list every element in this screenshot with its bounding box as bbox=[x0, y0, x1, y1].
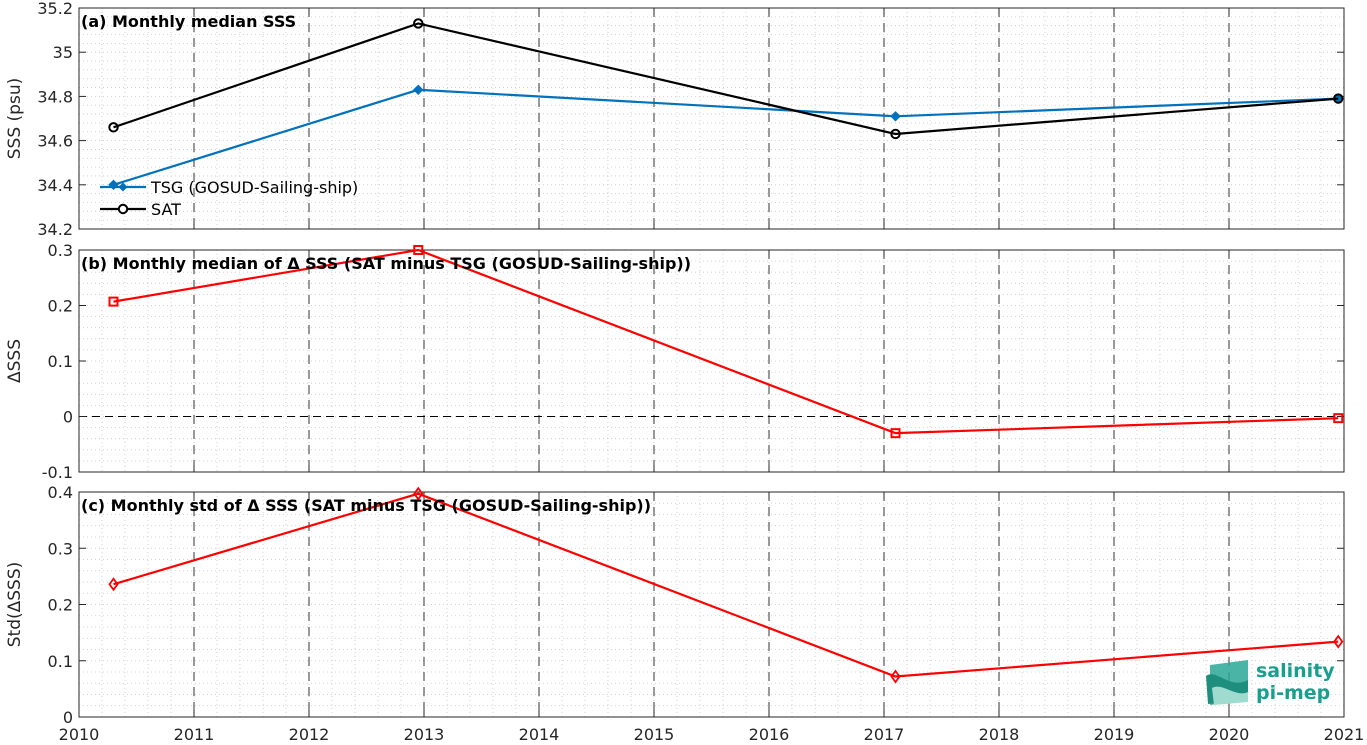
y-tick-label: 0.2 bbox=[48, 297, 73, 316]
panel-title: (b) Monthly median of Δ SSS (SAT minus T… bbox=[81, 254, 691, 273]
x-tick-label: 2014 bbox=[519, 725, 560, 744]
data-point bbox=[413, 245, 424, 255]
legend-marker-tsg bbox=[118, 182, 128, 192]
y-tick-label: 35.2 bbox=[37, 0, 73, 18]
y-tick-label: 0.3 bbox=[48, 241, 73, 260]
x-tick-label: 2020 bbox=[1209, 725, 1250, 744]
legend-label-sat: SAT bbox=[151, 200, 181, 219]
y-tick-label: 0 bbox=[63, 708, 73, 727]
data-point bbox=[413, 18, 424, 29]
data-point bbox=[890, 128, 901, 140]
x-tick-label: 2010 bbox=[59, 725, 100, 744]
legend-label-tsg: TSG (GOSUD-Sailing-ship) bbox=[150, 178, 358, 197]
y-tick-label: 0.1 bbox=[48, 652, 73, 671]
x-tick-label: 2015 bbox=[634, 725, 675, 744]
data-point bbox=[108, 577, 119, 592]
data-point bbox=[1333, 413, 1344, 424]
legend: TSG (GOSUD-Sailing-ship) SAT bbox=[100, 178, 358, 219]
y-tick-label: 34.6 bbox=[37, 132, 73, 151]
y-tick-label: 34.4 bbox=[37, 176, 73, 195]
data-point bbox=[890, 111, 901, 122]
minor-grid bbox=[78, 491, 1345, 718]
y-tick-label: 0.1 bbox=[48, 352, 73, 371]
x-tick-label: 2016 bbox=[749, 725, 790, 744]
logo-text-pimep: pi-mep bbox=[1256, 682, 1330, 704]
y-tick-label: 35 bbox=[53, 43, 73, 62]
data-point bbox=[1333, 93, 1344, 104]
panel-0: 34.2 34.4 34.6 34.8 35 35.2 SSS (psu) (a) Month… bbox=[5, 0, 1345, 239]
y-tick-label: 34.8 bbox=[37, 87, 73, 106]
series-line bbox=[113, 248, 1339, 435]
y-axis-label: ΔSSS bbox=[5, 339, 25, 383]
y-tick-label: 0.4 bbox=[48, 483, 73, 502]
data-point bbox=[890, 669, 901, 684]
x-tick-label: 2017 bbox=[864, 725, 905, 744]
y-tick-label: 0 bbox=[63, 408, 73, 427]
y-tick-label: -0.1 bbox=[42, 463, 73, 482]
data-point bbox=[413, 84, 424, 95]
panel-2: 0 0.1 0.2 0.3 0.4 2010 2011 2012 2013 2014 2015 201… bbox=[5, 483, 1364, 744]
y-tick-label: 0.2 bbox=[48, 596, 73, 615]
x-tick-label: 2012 bbox=[289, 725, 330, 744]
logo-text-salinity: salinity bbox=[1256, 660, 1335, 682]
panel-title: (c) Monthly std of Δ SSS (SAT minus TSG … bbox=[81, 496, 651, 515]
data-point bbox=[1333, 634, 1344, 649]
y-axis-label: SSS (psu) bbox=[5, 78, 25, 159]
x-tick-label: 2011 bbox=[174, 725, 215, 744]
y-tick-label: 0.3 bbox=[48, 539, 73, 558]
minor-grid bbox=[78, 249, 1345, 473]
legend-marker-sat bbox=[117, 203, 129, 215]
panel-1: -0.1 0 0.1 0.2 0.3 ΔSSS (b) Monthly median of … bbox=[5, 241, 1345, 482]
x-tick-label: 2019 bbox=[1094, 725, 1135, 744]
series-line bbox=[113, 492, 1339, 678]
x-tick-label: 2013 bbox=[404, 725, 445, 744]
x-tick-label: 2018 bbox=[979, 725, 1020, 744]
data-point bbox=[108, 122, 119, 133]
x-tick-label: 2021 bbox=[1324, 725, 1365, 744]
logo-mark-wave2 bbox=[1212, 686, 1248, 705]
data-point bbox=[890, 428, 901, 439]
series-line bbox=[113, 88, 1339, 186]
series-line bbox=[113, 22, 1339, 136]
panel-title: (a) Monthly median SSS bbox=[81, 12, 296, 31]
data-point bbox=[413, 486, 424, 501]
data-point bbox=[108, 296, 119, 307]
axes-box bbox=[78, 7, 1345, 230]
y-axis-label: Std(ΔSSS) bbox=[5, 562, 25, 648]
y-tick-label: 34.2 bbox=[37, 220, 73, 239]
